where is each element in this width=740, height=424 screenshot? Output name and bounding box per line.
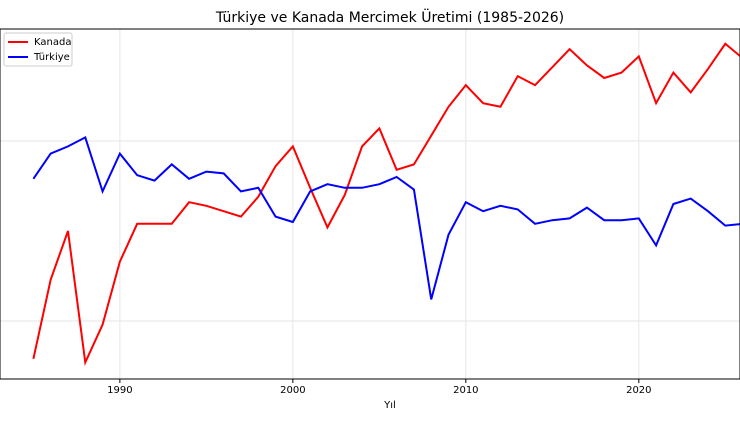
- grid: [0, 29, 740, 379]
- x-axis-label: Yıl: [383, 400, 396, 411]
- plot-frame: [0, 28, 740, 380]
- legend-label: Kanada: [34, 37, 71, 48]
- legend: Kanada Türkiye: [3, 32, 73, 67]
- chart-title: Türkiye ve Kanada Mercimek Üretimi (1985…: [215, 8, 564, 26]
- lines: [32, 42, 740, 367]
- series-line: [32, 42, 740, 367]
- x-tick-label: 2020: [626, 385, 651, 396]
- series-line: [32, 135, 740, 300]
- legend-label: Türkiye: [33, 52, 70, 63]
- x-tick-label: 1990: [107, 385, 132, 396]
- x-tick-label: 2000: [280, 385, 305, 396]
- x-tick-label: 2010: [453, 385, 478, 396]
